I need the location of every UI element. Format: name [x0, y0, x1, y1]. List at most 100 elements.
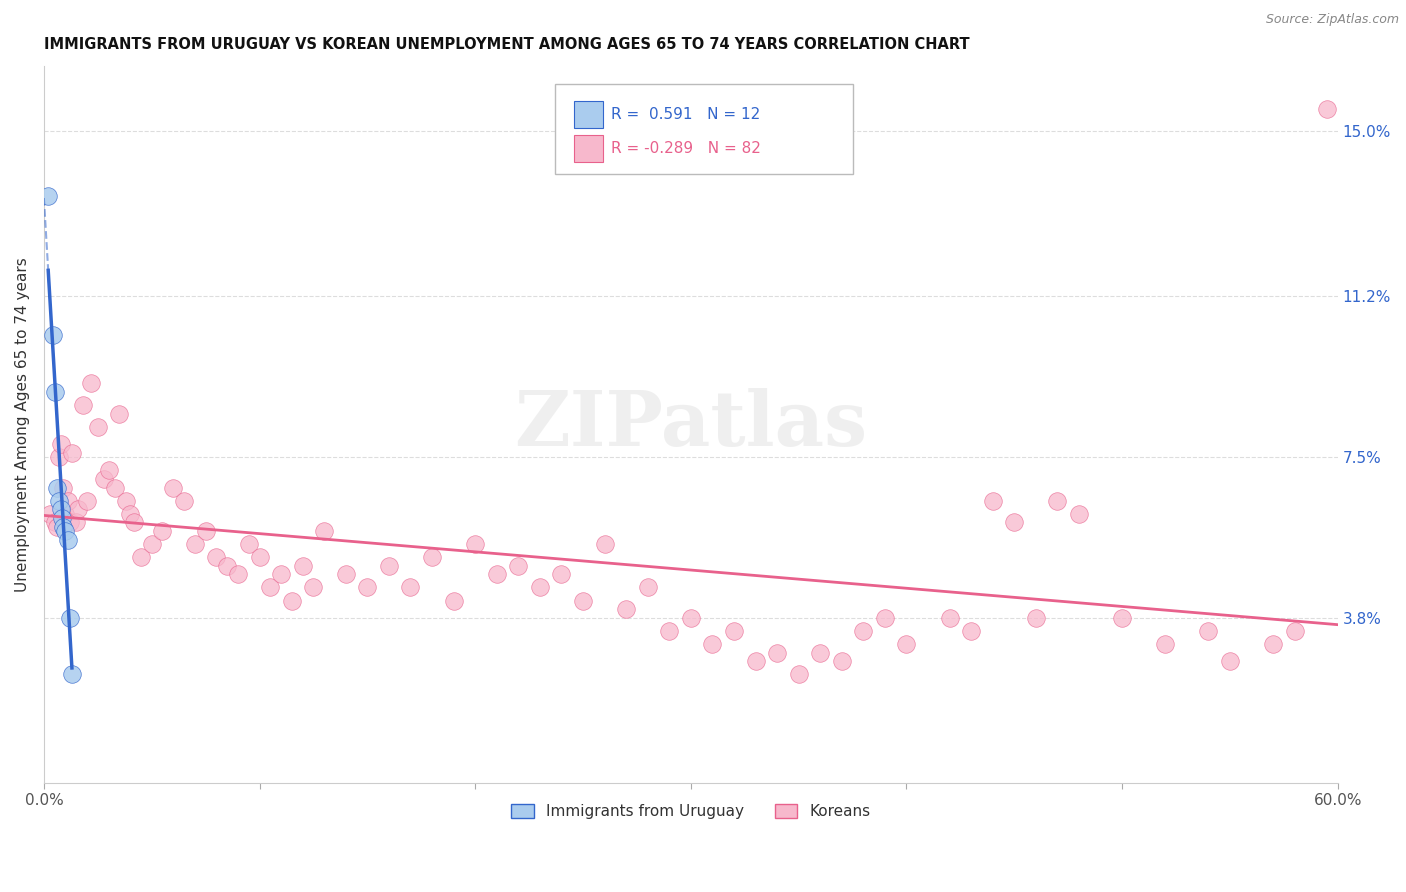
Text: R =  0.591   N = 12: R = 0.591 N = 12 — [610, 107, 759, 122]
Point — [114, 493, 136, 508]
Point — [420, 549, 443, 564]
Point — [378, 558, 401, 573]
Point — [399, 581, 422, 595]
Point — [129, 549, 152, 564]
Point — [93, 472, 115, 486]
Text: Source: ZipAtlas.com: Source: ZipAtlas.com — [1265, 13, 1399, 27]
Point — [49, 502, 72, 516]
Point — [1154, 637, 1177, 651]
Point — [45, 481, 67, 495]
Point — [162, 481, 184, 495]
Point — [226, 567, 249, 582]
Point — [787, 667, 810, 681]
Point — [205, 549, 228, 564]
Point — [281, 593, 304, 607]
Point — [1261, 637, 1284, 651]
Point — [44, 516, 66, 530]
Point — [72, 398, 94, 412]
Point — [852, 624, 875, 638]
Point — [572, 593, 595, 607]
Point — [1284, 624, 1306, 638]
Point — [59, 516, 82, 530]
Point — [1002, 516, 1025, 530]
Point — [80, 376, 103, 391]
Y-axis label: Unemployment Among Ages 65 to 74 years: Unemployment Among Ages 65 to 74 years — [15, 257, 30, 592]
Point — [184, 537, 207, 551]
Point — [443, 593, 465, 607]
Point — [960, 624, 983, 638]
Point — [49, 437, 72, 451]
Point — [356, 581, 378, 595]
FancyBboxPatch shape — [575, 101, 603, 128]
Point — [238, 537, 260, 551]
FancyBboxPatch shape — [575, 135, 603, 162]
Point — [51, 511, 73, 525]
Legend: Immigrants from Uruguay, Koreans: Immigrants from Uruguay, Koreans — [505, 798, 877, 826]
Point — [52, 481, 75, 495]
Point — [67, 502, 90, 516]
Point — [56, 533, 79, 547]
Point — [60, 446, 83, 460]
Point — [249, 549, 271, 564]
Point — [87, 419, 110, 434]
Point — [1197, 624, 1219, 638]
Point — [48, 450, 70, 464]
Point — [614, 602, 637, 616]
Point — [464, 537, 486, 551]
Point — [270, 567, 292, 582]
Point — [702, 637, 724, 651]
Point — [44, 384, 66, 399]
Point — [550, 567, 572, 582]
Point — [37, 189, 59, 203]
Point — [55, 507, 77, 521]
Point — [41, 328, 63, 343]
Point — [808, 646, 831, 660]
Point — [637, 581, 659, 595]
Point — [744, 654, 766, 668]
Point — [938, 611, 960, 625]
Point — [981, 493, 1004, 508]
Point — [48, 493, 70, 508]
Point — [259, 581, 281, 595]
Point — [60, 667, 83, 681]
Point — [104, 481, 127, 495]
Point — [194, 524, 217, 538]
Point — [302, 581, 325, 595]
Point — [45, 519, 67, 533]
Point — [97, 463, 120, 477]
Point — [108, 407, 131, 421]
Text: ZIPatlas: ZIPatlas — [515, 387, 868, 461]
Point — [120, 507, 142, 521]
Point — [723, 624, 745, 638]
Point — [1219, 654, 1241, 668]
Point — [314, 524, 336, 538]
Point — [485, 567, 508, 582]
Point — [335, 567, 357, 582]
Point — [508, 558, 530, 573]
Point — [679, 611, 702, 625]
Point — [141, 537, 163, 551]
Point — [766, 646, 789, 660]
Point — [1046, 493, 1069, 508]
Point — [1025, 611, 1047, 625]
Point — [124, 516, 146, 530]
Point — [658, 624, 681, 638]
Point — [52, 519, 75, 533]
Point — [59, 611, 82, 625]
Point — [873, 611, 896, 625]
Point — [56, 493, 79, 508]
Point — [152, 524, 174, 538]
Point — [55, 524, 77, 538]
Point — [1067, 507, 1090, 521]
Point — [173, 493, 195, 508]
Point — [896, 637, 918, 651]
Point — [76, 493, 98, 508]
Point — [529, 581, 551, 595]
Point — [39, 507, 62, 521]
Point — [831, 654, 853, 668]
FancyBboxPatch shape — [555, 84, 852, 174]
Text: R = -0.289   N = 82: R = -0.289 N = 82 — [610, 141, 761, 156]
Point — [65, 516, 87, 530]
Point — [217, 558, 239, 573]
Text: IMMIGRANTS FROM URUGUAY VS KOREAN UNEMPLOYMENT AMONG AGES 65 TO 74 YEARS CORRELA: IMMIGRANTS FROM URUGUAY VS KOREAN UNEMPL… — [44, 37, 970, 53]
